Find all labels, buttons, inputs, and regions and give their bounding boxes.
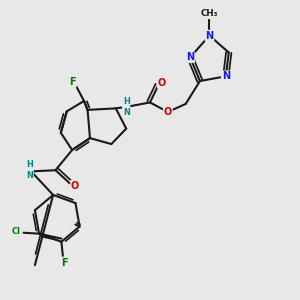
Text: N: N <box>222 71 230 81</box>
Text: F: F <box>69 76 76 87</box>
Text: F: F <box>61 258 68 268</box>
Text: O: O <box>158 78 166 88</box>
Text: CH₃: CH₃ <box>201 9 218 18</box>
Text: Cl: Cl <box>12 227 21 236</box>
Text: O: O <box>164 107 172 117</box>
Text: H
N: H N <box>26 160 33 180</box>
Text: H
N: H N <box>123 97 130 117</box>
Text: O: O <box>71 181 79 191</box>
Text: N: N <box>186 52 194 62</box>
Text: N: N <box>206 31 214 40</box>
